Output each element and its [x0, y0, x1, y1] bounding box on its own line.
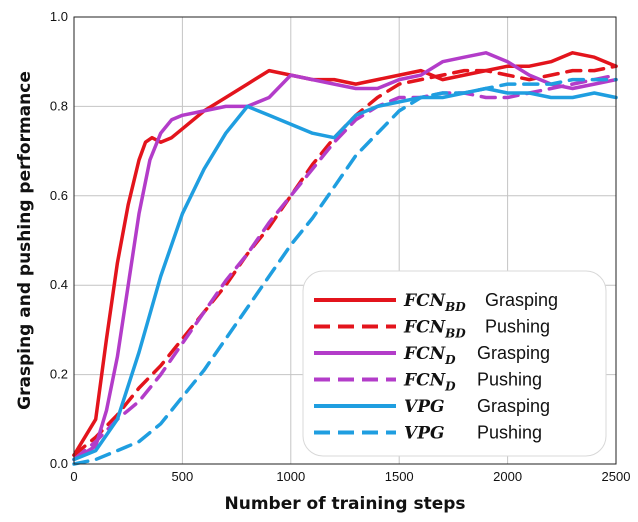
legend-box [302, 270, 607, 457]
legend-entry-task: Grasping [477, 396, 550, 416]
x-tick-label: 2500 [602, 469, 631, 484]
legend-name-sub: BD [444, 327, 466, 341]
legend-entry-task: Pushing [485, 317, 550, 337]
y-tick-label: 0.2 [50, 367, 68, 382]
y-tick-label: 0.8 [50, 98, 68, 113]
x-tick-label: 1000 [276, 469, 305, 484]
legend-name-main: FCN [403, 291, 447, 311]
legend-name-main: FCN [403, 371, 447, 391]
series-line-2 [72, 51, 618, 462]
legend-entry-task: Grasping [485, 290, 558, 310]
legend-name-main: VPG [404, 424, 445, 444]
x-tick-label: 1500 [385, 469, 414, 484]
series-line-4 [72, 86, 618, 462]
legend-entry-task: Pushing [477, 423, 542, 443]
legend-entry-name: FCNBD [403, 291, 466, 314]
legend-entry-task: Pushing [477, 370, 542, 390]
series-line-5 [72, 77, 618, 466]
y-tick-label: 1.0 [50, 9, 68, 24]
legend-entry-task: Grasping [477, 343, 550, 363]
legend-entry-name: FCND [403, 371, 456, 394]
x-axis-label: Number of training steps [224, 494, 465, 514]
tick-labels: 0 500 1000 1500 2000 2500 0.0 0.2 0.4 0.6 0.8 1.0 [50, 9, 631, 484]
x-tick-label: 2000 [493, 469, 522, 484]
legend-name-main: FCN [403, 318, 447, 338]
x-tick-label: 500 [172, 469, 194, 484]
legend-entry-name: FCNBD [403, 318, 466, 341]
y-tick-label: 0.0 [50, 456, 68, 471]
y-tick-label: 0.6 [50, 188, 68, 203]
series-layer [72, 51, 618, 466]
legend-name-sub: BD [444, 300, 466, 314]
x-tick-label: 0 [70, 469, 77, 484]
legend-name-main: VPG [404, 397, 445, 417]
legend-entry-name: FCND [403, 344, 456, 367]
legend-name-sub: D [444, 353, 456, 367]
plot-frame [73, 16, 617, 465]
y-axis-label: Grasping and pushing performance [15, 71, 35, 410]
legend-name-sub: D [444, 380, 456, 394]
legend-name-main: FCN [403, 344, 447, 364]
legend-entry-name: VPG [404, 397, 445, 417]
legend-entry-name: VPG [404, 424, 445, 444]
y-tick-label: 0.4 [50, 277, 68, 292]
